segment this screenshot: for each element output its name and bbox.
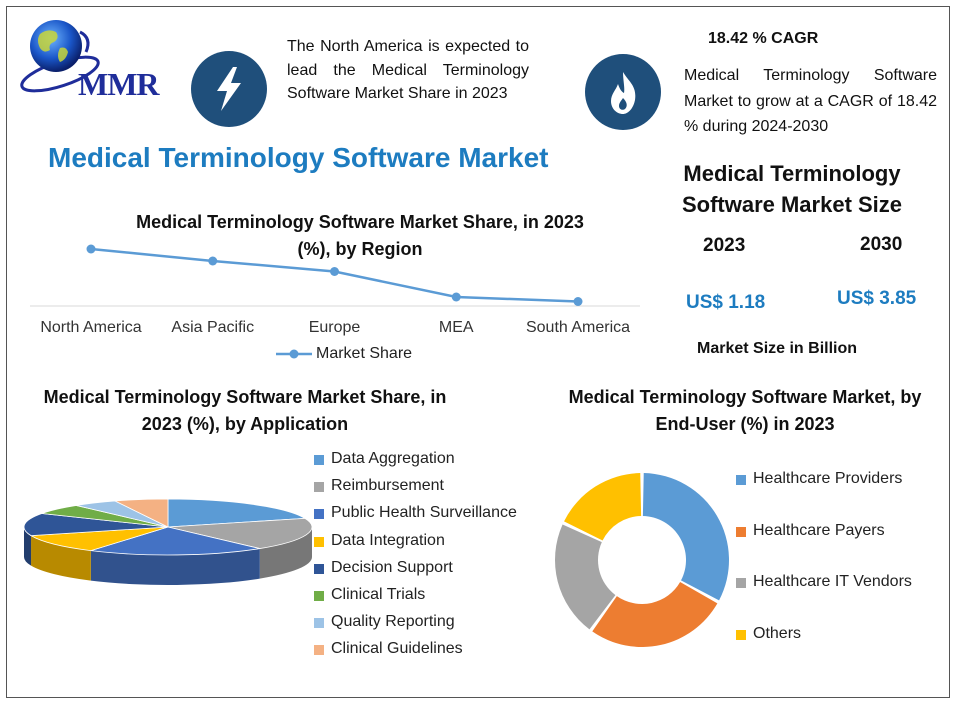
application-legend: Data Aggregation Reimbursement Public Heal… — [314, 450, 554, 665]
legend-label: Data Aggregation — [331, 450, 455, 467]
legend-swatch — [314, 482, 324, 493]
legend-swatch — [736, 629, 746, 640]
logo-text: MMR — [78, 66, 160, 102]
donut-slice-healthcare-it-vendors — [555, 524, 616, 630]
x-tick-label: Asia Pacific — [171, 319, 255, 336]
pie-slice-data-aggregation — [167, 498, 307, 528]
cagr-note: Medical Terminology Software Market to g… — [684, 67, 937, 135]
legend-swatch — [314, 618, 324, 629]
page-title: Medical Terminology Software Market — [48, 142, 549, 173]
pie-side-3 — [31, 535, 91, 581]
legend-swatch — [314, 645, 324, 656]
data-point-asia-pacific — [208, 256, 218, 266]
pie-slice-data-integration — [29, 526, 169, 552]
donut-slice-healthcare-payers — [592, 581, 718, 647]
pie-slice-public-health-surveillance — [90, 526, 260, 556]
legend-label: Decision Support — [331, 558, 453, 576]
year-end: 2030 — [860, 234, 903, 255]
legend-label: Healthcare IT Vendors — [753, 573, 912, 590]
value-start: US$ 1.18 — [686, 292, 766, 313]
legend-label: Others — [753, 624, 802, 642]
end-user-chart-title: Medical Terminology Software Market, by … — [568, 387, 922, 434]
legend-label: Reimbursement — [331, 477, 444, 495]
region-chart-title: Medical Terminology Software Market Shar… — [136, 212, 584, 259]
legend-label: Healthcare Payers — [753, 521, 885, 539]
application-chart-title: Medical Terminology Software Market Shar… — [43, 387, 447, 434]
globe-icon — [20, 20, 100, 93]
x-tick-label: Europe — [308, 319, 361, 336]
market-size-unit: Market Size in Billion — [697, 340, 858, 357]
legend-swatch — [736, 578, 746, 588]
pie-slice-clinical-guidelines — [113, 498, 169, 528]
legend-label: Quality Reporting — [331, 613, 455, 631]
legend-label: Healthcare Providers — [753, 470, 903, 487]
lightning-icon — [191, 51, 267, 127]
end-user-legend: Healthcare Providers Healthcare Payers Hea… — [736, 470, 951, 660]
pie-slice-decision-support — [23, 513, 169, 537]
market-size-title: Medical Terminology Software Market Size — [681, 161, 903, 217]
x-tick-label: MEA — [438, 319, 474, 336]
legend-swatch — [314, 563, 324, 574]
flame-icon — [585, 54, 661, 130]
value-end: US$ 3.85 — [837, 288, 917, 309]
data-point-south-america — [573, 297, 583, 306]
data-point-europe — [330, 267, 339, 276]
legend-swatch — [314, 509, 324, 520]
legend-swatch — [314, 591, 324, 601]
pie-side-4 — [24, 527, 32, 566]
mmr-logo: MMR — [18, 14, 188, 102]
donut-slice-healthcare-providers — [642, 473, 729, 601]
legend-line-marker — [276, 349, 312, 359]
legend-swatch — [314, 455, 324, 465]
donut-slice-others — [564, 473, 642, 541]
data-point-mea — [451, 292, 461, 302]
legend-swatch — [736, 475, 746, 485]
infographic-frame — [6, 6, 950, 698]
pie-side-1 — [259, 527, 312, 579]
year-start: 2023 — [703, 235, 746, 256]
region-legend: Market Share — [274, 344, 434, 364]
legend-label: Public Health Surveillance — [331, 504, 517, 522]
cagr-label: 18.42 % CAGR — [708, 30, 819, 47]
data-point-north-america — [86, 244, 96, 254]
legend-swatch — [314, 536, 324, 547]
legend-label: Clinical Trials — [331, 586, 426, 603]
legend-swatch — [736, 526, 746, 537]
pie-slice-reimbursement — [167, 517, 313, 549]
legend-label: Data Integration — [331, 531, 445, 549]
legend-series-name: Market Share — [316, 345, 413, 362]
x-tick-label: North America — [40, 319, 142, 336]
pie-side-2 — [90, 548, 260, 585]
legend-label: Clinical Guidelines — [331, 640, 463, 658]
x-tick-label: South America — [525, 319, 631, 336]
north-america-note: The North America is expected to lead th… — [287, 38, 529, 102]
